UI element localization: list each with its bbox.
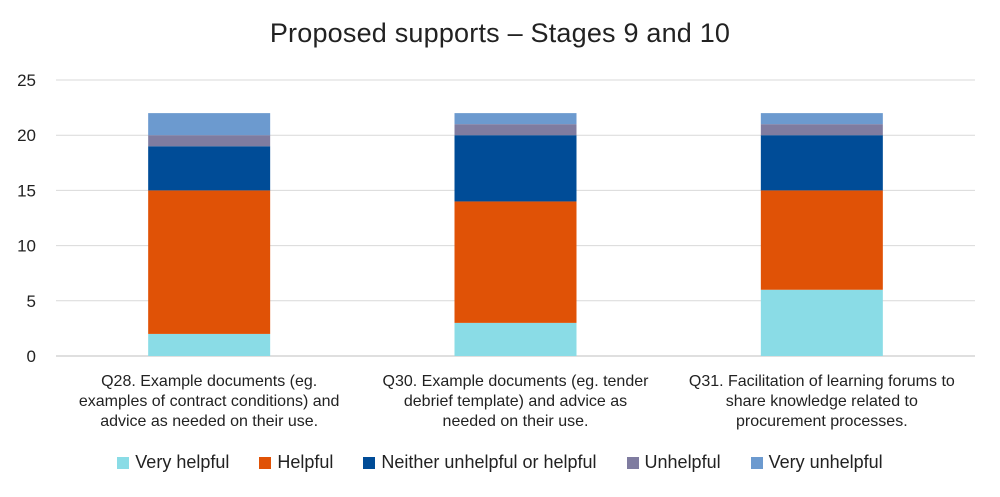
bar-segment [454,135,577,202]
bar-segment [760,135,883,191]
bar-segment [148,190,271,334]
bar-segment [148,333,271,356]
y-tick-label: 15 [17,181,36,200]
bar-segment [760,289,883,356]
legend-item: Helpful [259,452,333,473]
bar-segment [760,124,883,136]
legend-swatch [626,456,639,469]
x-tick-label: needed on their use. [443,413,589,430]
chart-title: Proposed supports – Stages 9 and 10 [269,18,731,48]
bar-segment [148,135,271,147]
legend-label: Very unhelpful [768,452,883,472]
legend-swatch [117,456,130,469]
legend-label: Helpful [277,452,334,472]
bar-segment [454,322,577,356]
bar-segment [454,201,577,323]
y-tick-label: 10 [17,237,36,256]
chart-legend: Very helpful Helpful Neither unhelpful or … [0,452,1000,473]
legend-label: Very helpful [135,452,230,472]
legend-item: Neither unhelpful or helpful [363,452,597,473]
legend-label: Unhelpful [644,452,721,472]
legend-item: Unhelpful [626,452,721,473]
y-tick-label: 5 [27,292,36,311]
x-tick-label: debrief template) and advice as [404,393,627,410]
x-tick-label: Q28. Example documents (eg. [101,373,317,390]
legend-label: Neither unhelpful or helpful [381,452,597,472]
legend-swatch [363,456,376,469]
legend-item: Very helpful [117,452,229,473]
bar-segment [760,113,883,125]
x-tick-label: Q30. Example documents (eg. tender [383,373,650,390]
x-tick-label: Q31. Facilitation of learning forums to [689,373,955,390]
y-tick-label: 0 [27,347,36,366]
bar-segment [454,124,577,136]
legend-swatch [750,456,763,469]
bar-segment [148,113,271,136]
legend-item: Very unhelpful [750,452,883,473]
y-tick-label: 25 [17,71,36,90]
bar-segment [454,113,577,125]
x-tick-label: examples of contract conditions) and [79,393,340,410]
legend-swatch [259,456,272,469]
bar-segment [148,146,271,191]
bar-segment [760,190,883,290]
y-tick-label: 20 [17,126,36,145]
x-tick-label: procurement processes. [736,413,908,430]
x-tick-label: share knowledge related to [726,393,918,410]
stacked-bar-chart: 0 5 10 15 20 25 Q28. Example documents (eg. exa… [17,71,975,430]
x-tick-label: advice as needed on their use. [100,413,318,430]
